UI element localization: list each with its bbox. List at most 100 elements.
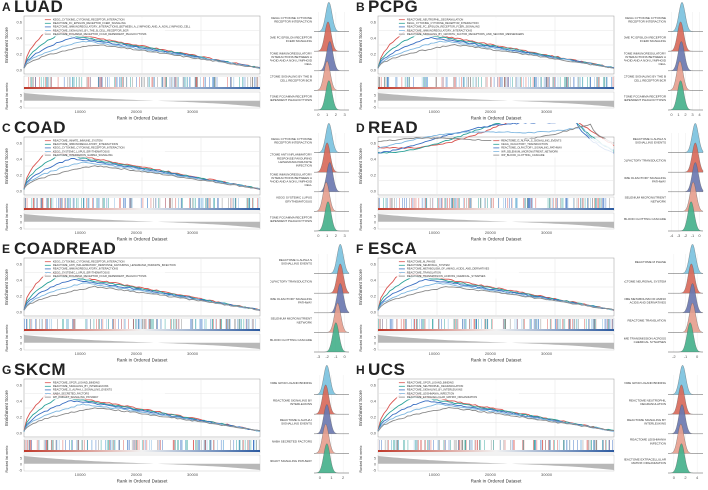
- ridge-label-line: WP SELENIUM MICRONUTRIENT: [624, 196, 666, 200]
- gsea-legend-box: [42, 380, 165, 400]
- rank-tick-label: 0: [374, 342, 376, 346]
- es-tick-label: 0.6: [16, 141, 22, 146]
- x-tick-label: 10000: [75, 472, 87, 477]
- ridge-label-line: WP BLOOD CLOTTING CASCADE: [270, 338, 312, 342]
- gene-hit-frame: [23, 75, 261, 91]
- y-axis-label-ranked: Ranked list metric: [5, 445, 9, 472]
- ridge-label-line: CELL: [304, 183, 312, 187]
- es-tick-label: 0.2: [370, 294, 376, 299]
- ridge-density: [668, 302, 704, 333]
- es-tick-label: 0.2: [16, 173, 22, 178]
- ridge-label-line: REACTOME FCGAMMA RECEPTOR: [270, 94, 313, 98]
- es-tick-label: 0.4: [370, 399, 376, 404]
- gsea-legend-box: [396, 259, 519, 279]
- gsea-plot: 0.6 0.4 0.2 0.0 Enrichment Score REACTOME_G_A…: [358, 123, 615, 242]
- gsea-legend-entry: REACTOME_GPCR_LIGAND_BINDING: [407, 381, 454, 385]
- ridge-label-line: FCGR DEPENDENT PHAGOCYTOSIS: [270, 219, 312, 223]
- ridge-label: WP BLOOD CLOTTING CASCADE: [624, 217, 666, 221]
- ridge-density: [313, 423, 349, 454]
- ridge-label: REACTOME SIGNALING BY INTERLEUKINS: [627, 418, 666, 426]
- ridge-density: [668, 263, 704, 294]
- ridge-label-line: PATHWAY: [652, 180, 666, 184]
- gsea-legend-entry: REACTOME_INNATE_IMMUNE_SYSTEM: [53, 139, 102, 143]
- y-axis-label-enrichment: Enrichment Score: [358, 390, 363, 426]
- ridge-density: [314, 162, 349, 192]
- gsea-legend-entry: KEGG_CYTOKINE_CYTOKINE_RECEPTOR_INTERACT…: [53, 260, 125, 264]
- ridge-label-line: WP SELENIUM MICRONUTRIENT: [270, 317, 312, 321]
- ridge-label-line: INTERACTIONS BETWEEN A: [625, 55, 666, 59]
- x-tick-label: 10000: [429, 109, 441, 114]
- ridge-label-line: REACTOME SIGNALING BY: [627, 418, 666, 422]
- ridge-density: [313, 384, 349, 415]
- ridge-label-line: INTERLEUKINS: [290, 402, 312, 406]
- ridge-density: [314, 41, 349, 71]
- ridge-label: REACTOME FCGAMMA RECEPTORFCGR DEPENDENT …: [270, 215, 313, 223]
- ridge-plot: REACTOME GPCR LIGAND BINDING REACTOME SIG…: [270, 365, 349, 480]
- enrichment-curve: [377, 44, 615, 69]
- y-axis-label-enrichment: Enrichment Score: [358, 148, 363, 184]
- ridge-label: KEGG CYTOKINE CYTOKINE RECEPTOR INTERACTI…: [625, 16, 666, 24]
- rank-tick-label: 5: [374, 215, 376, 219]
- panel-cancer-title: UCS: [368, 360, 406, 379]
- ridge-tick-label: 1: [677, 112, 680, 117]
- ridge-label-line: SIGNALLING EVENTS: [281, 262, 312, 266]
- ridge-plot: KEGG CYTOKINE CYTOKINE RECEPTOR INTERACTI…: [270, 2, 349, 117]
- es-tick-label: 0.0: [16, 431, 22, 436]
- gsea-plot: 0.6 0.4 0.2 0.0 Enrichment Score REACTOME_INN…: [4, 136, 261, 242]
- gsea-plot: 0.6 0.4 0.2 0.0 Enrichment Score REACTOME_GPC…: [358, 378, 615, 484]
- ridge-label: REACTOME FCGAMMA RECEPTORFCGR DEPENDENT …: [270, 94, 313, 102]
- ridge-label-line: RECEPTOR INTERACTION: [628, 20, 666, 24]
- ridge-label: WP PI3KAKT SIGNALING PATHWAY: [270, 459, 312, 463]
- ridge-label: KEGG SYSTEMIC LUPUS ERYTHEMATOSUS: [276, 196, 312, 204]
- gsea-legend-entry: REACTOME_G_ALPHA_S_SIGNALLING_EVENTS: [501, 139, 561, 143]
- ridge-label: REACTOME M PHASE: [635, 260, 666, 264]
- ridge-label-line: FCERI SIGNALING: [640, 39, 667, 43]
- es-tick-label: 0.2: [370, 173, 376, 178]
- ranked-metric-area: [24, 214, 260, 228]
- gsea-legend-entry: REACTOME_NEUTROPHIL_DEGRANULATION: [407, 384, 464, 388]
- rank-tick-label: -5: [19, 227, 22, 231]
- ridge-label-line: INTERACTIONS BETWEEN A: [271, 176, 312, 180]
- rank-tick-label: -5: [373, 227, 376, 231]
- ridge-tick-label: 0: [673, 475, 676, 480]
- es-tick-label: 0.6: [16, 383, 22, 388]
- figure-panel: D READ 0.6 0.4 0.2 0.0 Enrichment Score REACTOM…: [356, 118, 706, 243]
- ridge-label: REACTOME NEUTROPHIL DEGRANULATION: [629, 399, 666, 407]
- gsea-legend-entry: REACTOME_SIGNALING_BY_INTERLEUKINS: [53, 384, 109, 388]
- gsea-legend-box: [396, 17, 519, 37]
- ridge-tick-label: 3: [691, 112, 694, 117]
- es-tick-label: 0.4: [16, 36, 22, 41]
- rank-color-strip: [24, 208, 260, 210]
- gsea-plot: 0.6 0.4 0.2 0.0 Enrichment Score KEGG_CYTOKIN…: [4, 15, 261, 121]
- ridge-label-line: MATRIX ORGANIZATION: [631, 461, 666, 465]
- x-tick-label: 30000: [187, 351, 199, 356]
- ridge-density: [668, 181, 704, 212]
- ridge-label-line: ERYTHEMATOSUS: [285, 199, 312, 203]
- ridge-plot: REACTOME GPCR LIGAND BINDING REACTOME NEU…: [624, 365, 703, 480]
- x-tick-label: 10000: [75, 351, 87, 356]
- gsea-legend-entry: REACTOME_NEUTROPHIL_DEGRANULATION: [407, 18, 464, 22]
- x-tick-label: 20000: [485, 351, 497, 356]
- ridge-label-line: CELL: [658, 62, 666, 66]
- ridge-label-line: REACTOME GPCR LIGAND BINDING: [624, 381, 667, 385]
- ridge-label-line: REACTOME METABOLISM OF AMINO: [624, 297, 667, 301]
- es-tick-label: 0.4: [16, 157, 22, 162]
- ranked-metric-area: [378, 214, 614, 228]
- ridge-label-line: FCGR DEPENDENT PHAGOCYTOSIS: [624, 98, 666, 102]
- ranked-metric-area: [24, 335, 260, 349]
- ridge-tick-label: -1: [691, 233, 695, 238]
- ridge-tick-label: 4: [696, 475, 699, 480]
- ridge-label-line: LYMPHOID AND A NON LYMPHOID: [270, 180, 313, 184]
- ridge-label: REACTOME GPCR LIGAND BINDING: [624, 381, 667, 385]
- y-axis-label-enrichment: Enrichment Score: [4, 27, 9, 63]
- ranked-metric-area: [24, 93, 260, 107]
- es-tick-label: 0.2: [16, 52, 22, 57]
- es-tick-label: 0.6: [16, 262, 22, 267]
- x-tick-label: 30000: [187, 109, 199, 114]
- ridge-tick-label: 4: [698, 112, 701, 117]
- rank-tick-label: -5: [373, 348, 376, 352]
